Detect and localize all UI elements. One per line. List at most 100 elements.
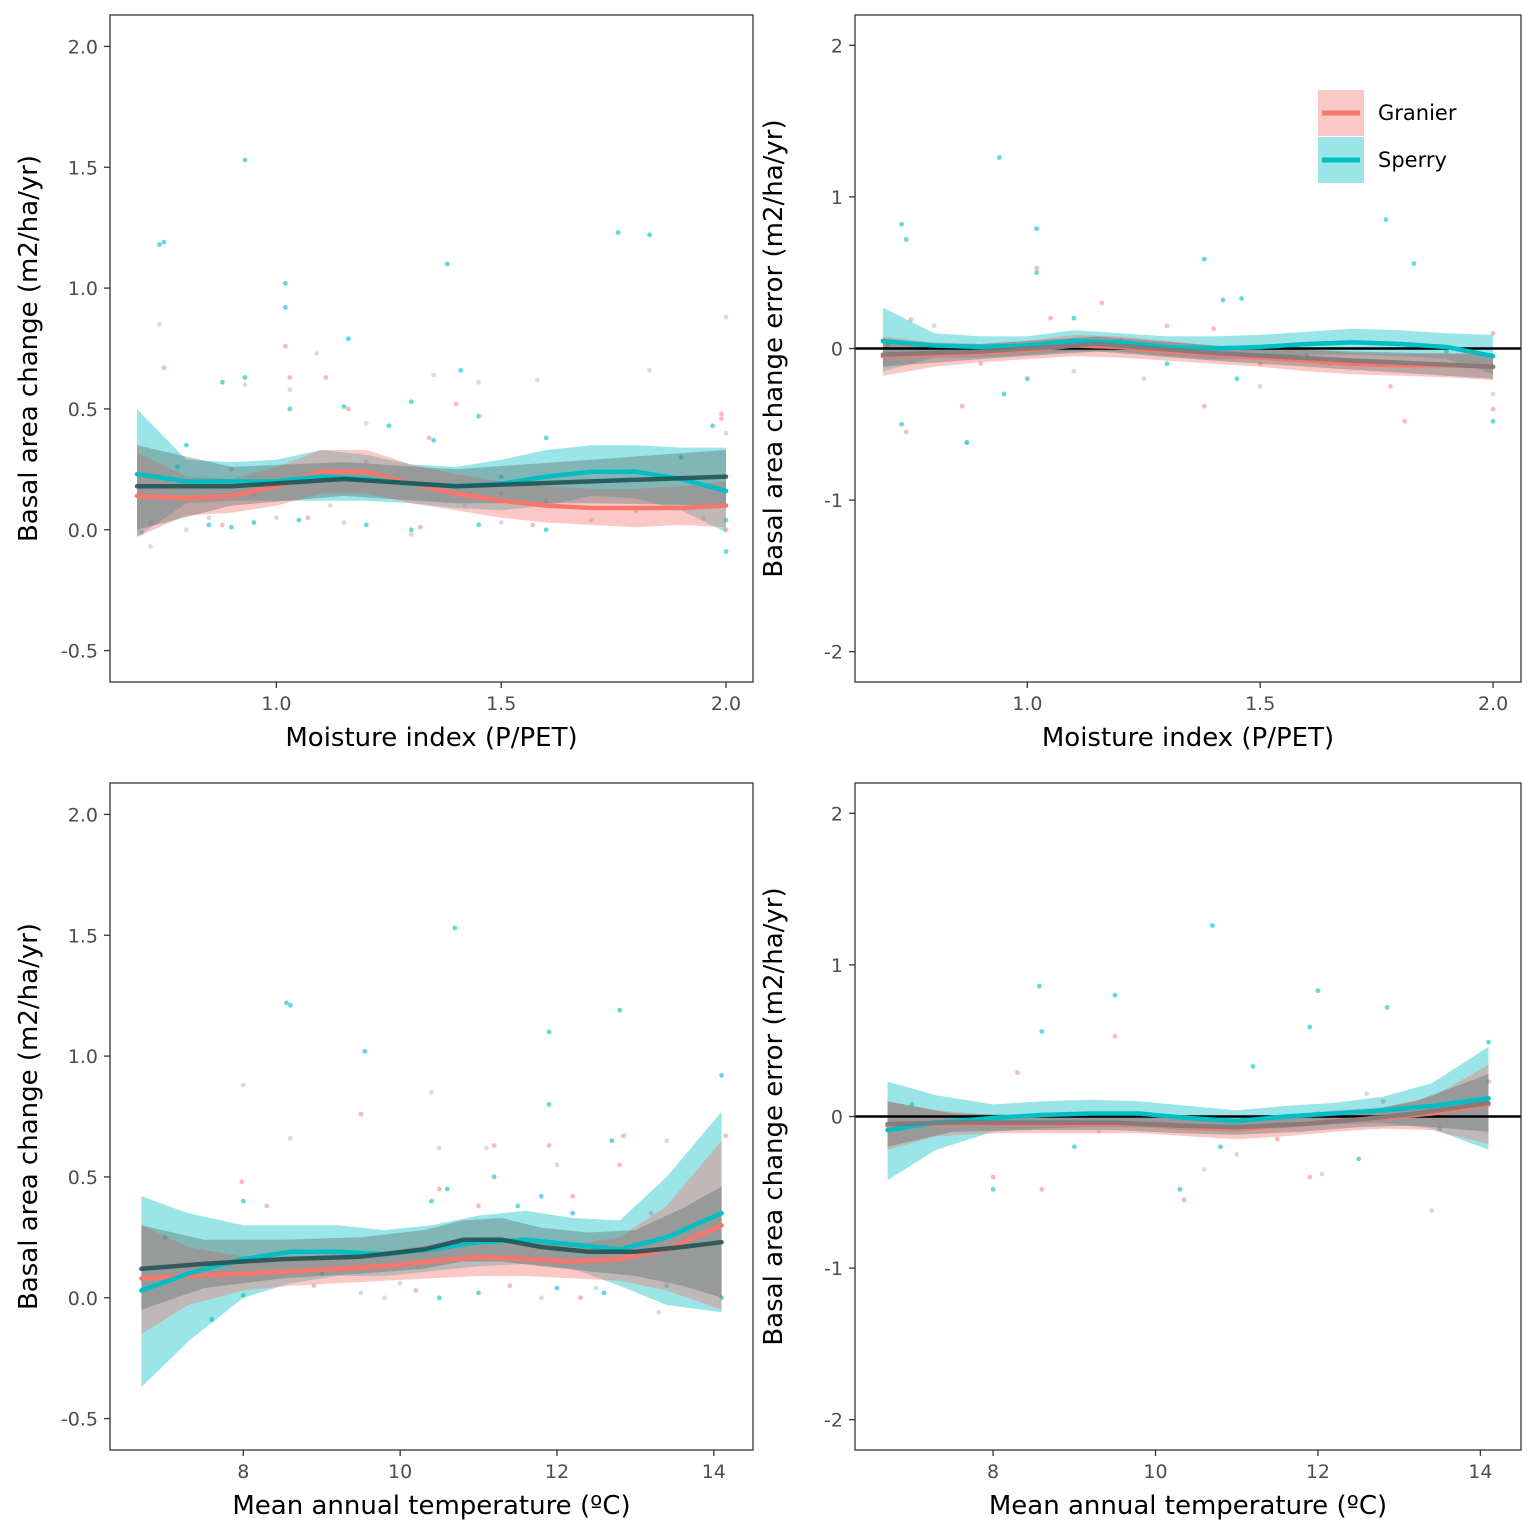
- point-sperry: [719, 1073, 724, 1078]
- point-sperry: [1071, 1144, 1077, 1150]
- point-sperry: [570, 1210, 575, 1216]
- y-tick-label: 1: [831, 955, 843, 977]
- point-grey: [554, 1162, 560, 1168]
- y-tick-label: 0.0: [68, 1288, 98, 1310]
- line-granier: [139, 1223, 724, 1281]
- point-granier: [978, 361, 984, 367]
- point-grey: [429, 1089, 434, 1095]
- point-sperry: [242, 157, 248, 163]
- point-sperry: [431, 437, 437, 443]
- point-sperry: [242, 375, 248, 380]
- point-grey: [1071, 368, 1077, 374]
- point-sperry: [546, 1029, 552, 1035]
- point-granier: [476, 1203, 481, 1209]
- point-granier: [311, 1283, 317, 1289]
- point-sperry: [615, 230, 621, 235]
- point-sperry: [1239, 296, 1244, 301]
- point-sperry: [476, 522, 482, 528]
- x-tick-label: 12: [1306, 1461, 1330, 1483]
- point-granier: [1099, 300, 1105, 306]
- point-sperry: [538, 1193, 544, 1199]
- point-granier: [1039, 1186, 1045, 1192]
- point-grey: [484, 1145, 489, 1151]
- point-granier: [723, 1133, 728, 1139]
- point-sperry: [543, 435, 549, 441]
- y-tick-label: 0.5: [68, 399, 98, 421]
- x-tick-label: 1.5: [1245, 693, 1275, 715]
- point-granier: [530, 522, 536, 528]
- x-tick-label: 12: [545, 1461, 569, 1483]
- point-sperry: [543, 527, 549, 533]
- point-sperry: [1437, 1126, 1443, 1131]
- panel-border: [109, 14, 754, 683]
- point-sperry: [429, 1198, 434, 1204]
- point-granier: [1181, 1197, 1187, 1203]
- point-sperry: [617, 1007, 623, 1013]
- band-granier: [137, 450, 726, 537]
- point-grey: [1201, 1167, 1207, 1172]
- point-grey: [1141, 376, 1147, 382]
- point-granier: [1211, 326, 1216, 332]
- point-sperry: [719, 1295, 724, 1301]
- x-axis-title: Mean annual temperature (ºC): [989, 1491, 1387, 1521]
- point-grey: [1429, 1208, 1435, 1213]
- point-sperry: [1486, 1039, 1491, 1045]
- y-tick-label: 2: [831, 35, 843, 57]
- point-grey: [157, 321, 162, 327]
- point-granier: [239, 1179, 245, 1185]
- y-tick-label: -1: [824, 490, 843, 512]
- point-sperry: [363, 522, 369, 528]
- point-sperry: [283, 280, 288, 286]
- point-granier: [436, 1186, 442, 1192]
- point-sperry: [1177, 1186, 1183, 1192]
- y-tick-label: 1.0: [68, 278, 98, 300]
- point-grey: [1096, 1129, 1102, 1135]
- point-sperry: [1112, 992, 1118, 998]
- x-tick-label: 10: [1143, 1461, 1167, 1483]
- point-sperry: [319, 1271, 325, 1276]
- point-sperry: [162, 1234, 168, 1240]
- point-grey: [1364, 1091, 1370, 1097]
- point-sperry: [990, 1186, 996, 1192]
- point-sperry: [491, 1174, 497, 1180]
- x-axis-title: Moisture index (P/PET): [1042, 723, 1334, 753]
- point-sperry: [452, 925, 458, 931]
- point-grey: [274, 515, 279, 521]
- point-sperry: [1037, 983, 1042, 989]
- point-sperry: [458, 367, 464, 373]
- point-sperry: [209, 1317, 215, 1322]
- point-sperry: [444, 261, 450, 267]
- point-sperry: [175, 464, 180, 470]
- point-sperry: [345, 336, 351, 342]
- point-granier: [161, 365, 167, 371]
- point-sperry: [296, 517, 302, 523]
- panel-bottom-left: -0.5 0.0 0.5 1.0 1.5 2.0 8 10 12 14 Mean annual te…: [14, 782, 754, 1521]
- point-sperry: [1356, 1156, 1361, 1162]
- point-granier: [648, 1210, 654, 1216]
- y-tick-label: 2: [831, 803, 843, 825]
- point-grey: [431, 372, 437, 378]
- point-sperry: [408, 527, 414, 533]
- point-sperry: [554, 1285, 560, 1291]
- point-granier: [1486, 1079, 1491, 1084]
- panel-top-left: -0.5 0.0 0.5 1.0 1.5 2.0 1.0 1.5 2.0 Moisture ind…: [14, 14, 754, 753]
- point-granier: [1307, 1174, 1313, 1180]
- point-sperry: [362, 1048, 368, 1054]
- line-sperry: [880, 338, 1496, 359]
- point-grey: [288, 1135, 293, 1141]
- point-grey: [436, 1145, 442, 1151]
- point-sperry: [476, 1290, 481, 1296]
- point-granier: [723, 527, 729, 533]
- y-axis-title: Basal area change error (m2/ha/yr): [759, 119, 789, 577]
- plot-area: [134, 157, 729, 554]
- line-observed: [139, 1237, 724, 1272]
- point-grey: [358, 1290, 364, 1296]
- point-grey: [242, 382, 248, 388]
- y-tick-label: 1.5: [68, 925, 98, 947]
- point-grey: [1319, 1171, 1325, 1177]
- line-observed: [134, 474, 729, 489]
- point-sperry: [1218, 1144, 1223, 1150]
- point-granier: [417, 524, 423, 530]
- x-tick-label: 8: [987, 1461, 999, 1483]
